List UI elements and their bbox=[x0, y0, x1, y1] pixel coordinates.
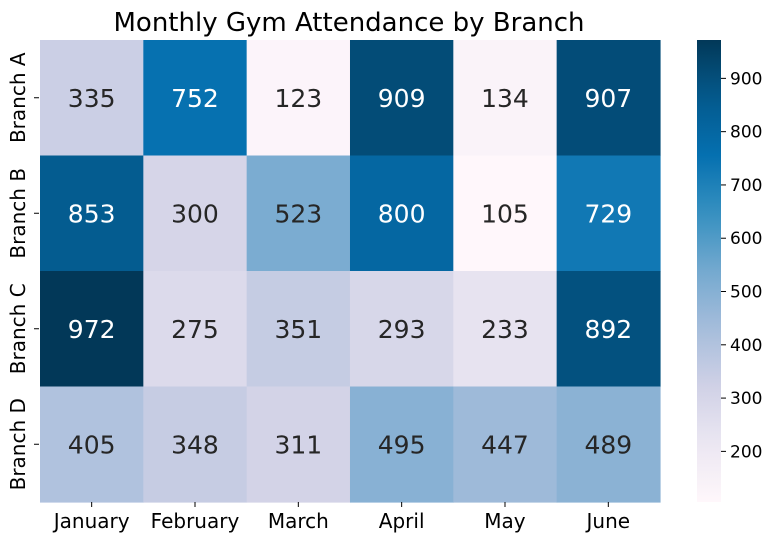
colorbar-gradient bbox=[697, 40, 721, 502]
cell-value-1-3: 800 bbox=[378, 199, 426, 228]
colorbar-tick-label: 200 bbox=[730, 442, 762, 462]
heatmap-cell-1-0 bbox=[40, 155, 144, 272]
cell-value-2-4: 233 bbox=[481, 315, 529, 344]
x-tick-label: June bbox=[585, 509, 631, 533]
chart-title: Monthly Gym Attendance by Branch bbox=[113, 8, 584, 38]
cell-value-2-3: 293 bbox=[378, 315, 426, 344]
heatmap-cell-0-4 bbox=[453, 40, 558, 157]
x-tick-label: February bbox=[151, 509, 240, 533]
x-tick-label: January bbox=[52, 509, 130, 533]
heatmap-cell-2-5 bbox=[556, 271, 661, 388]
cell-value-0-5: 907 bbox=[584, 84, 632, 113]
colorbar-tick-label: 500 bbox=[730, 283, 762, 303]
cell-value-0-4: 134 bbox=[481, 84, 529, 113]
y-tick-label: Branch C bbox=[6, 283, 30, 374]
heatmap-cell-3-5 bbox=[556, 386, 661, 503]
colorbar: 200 300 400 500 600 700 800 900 bbox=[697, 40, 762, 502]
y-tick-label: Branch B bbox=[6, 168, 30, 259]
cell-value-1-4: 105 bbox=[481, 199, 529, 228]
heatmap-cell-0-3 bbox=[349, 40, 454, 157]
heatmap-cell-0-1 bbox=[143, 40, 248, 157]
heatmap-cell-3-2 bbox=[246, 386, 351, 503]
cell-value-0-3: 909 bbox=[378, 84, 426, 113]
cell-value-1-0: 853 bbox=[68, 199, 116, 228]
colorbar-tick-label: 400 bbox=[730, 336, 762, 356]
heatmap-cell-0-5 bbox=[556, 40, 661, 157]
cell-value-0-1: 752 bbox=[171, 84, 219, 113]
cell-value-2-5: 892 bbox=[584, 315, 632, 344]
x-axis: January February March April May June bbox=[52, 502, 630, 533]
cell-value-2-0: 972 bbox=[68, 315, 116, 344]
colorbar-tick-label: 600 bbox=[730, 229, 762, 249]
heatmap-cell-2-2 bbox=[246, 271, 351, 388]
heatmap-cell-3-4 bbox=[453, 386, 558, 503]
heatmap-cell-2-4 bbox=[453, 271, 558, 388]
heatmap-cell-1-1 bbox=[143, 155, 248, 272]
cell-value-2-2: 351 bbox=[274, 315, 322, 344]
heatmap-cell-2-3 bbox=[349, 271, 454, 388]
cell-value-3-5: 489 bbox=[584, 430, 632, 459]
cell-value-3-4: 447 bbox=[481, 430, 529, 459]
y-axis: Branch A Branch B Branch C Branch D bbox=[6, 52, 39, 490]
heatmap-cell-1-2 bbox=[246, 155, 351, 272]
heatmap-cell-3-0 bbox=[40, 386, 144, 503]
cell-value-1-2: 523 bbox=[274, 199, 322, 228]
cell-value-3-3: 495 bbox=[378, 430, 426, 459]
cell-value-3-1: 348 bbox=[171, 430, 219, 459]
x-tick-label: April bbox=[379, 509, 425, 533]
heatmap-cell-3-1 bbox=[143, 386, 248, 503]
y-tick-label: Branch D bbox=[6, 398, 30, 490]
heatmap-cell-3-3 bbox=[349, 386, 454, 503]
colorbar-tick-label: 700 bbox=[730, 176, 762, 196]
heatmap-cell-2-1 bbox=[143, 271, 248, 388]
cell-value-3-2: 311 bbox=[274, 430, 322, 459]
cell-value-2-1: 275 bbox=[171, 315, 219, 344]
cell-value-1-5: 729 bbox=[584, 199, 632, 228]
cell-value-0-0: 335 bbox=[68, 84, 116, 113]
heatmap-cells: 335 752 123 909 134 907 853 300 523 800 105 729 972 2… bbox=[40, 40, 661, 503]
cell-value-3-0: 405 bbox=[68, 430, 116, 459]
colorbar-tick-label: 300 bbox=[730, 389, 762, 409]
x-tick-label: May bbox=[484, 509, 526, 533]
colorbar-tick-label: 900 bbox=[730, 69, 762, 89]
heatmap-cell-0-2 bbox=[246, 40, 351, 157]
cell-value-0-2: 123 bbox=[274, 84, 322, 113]
heatmap-cell-1-5 bbox=[556, 155, 661, 272]
x-tick-label: March bbox=[268, 509, 329, 533]
colorbar-tick-label: 800 bbox=[730, 123, 762, 143]
y-tick-label: Branch A bbox=[6, 52, 30, 143]
cell-value-1-1: 300 bbox=[171, 199, 219, 228]
heatmap-cell-1-4 bbox=[453, 155, 558, 272]
heatmap-cell-1-3 bbox=[349, 155, 454, 272]
heatmap-cell-0-0 bbox=[40, 40, 144, 157]
heatmap-cell-2-0 bbox=[40, 271, 144, 388]
